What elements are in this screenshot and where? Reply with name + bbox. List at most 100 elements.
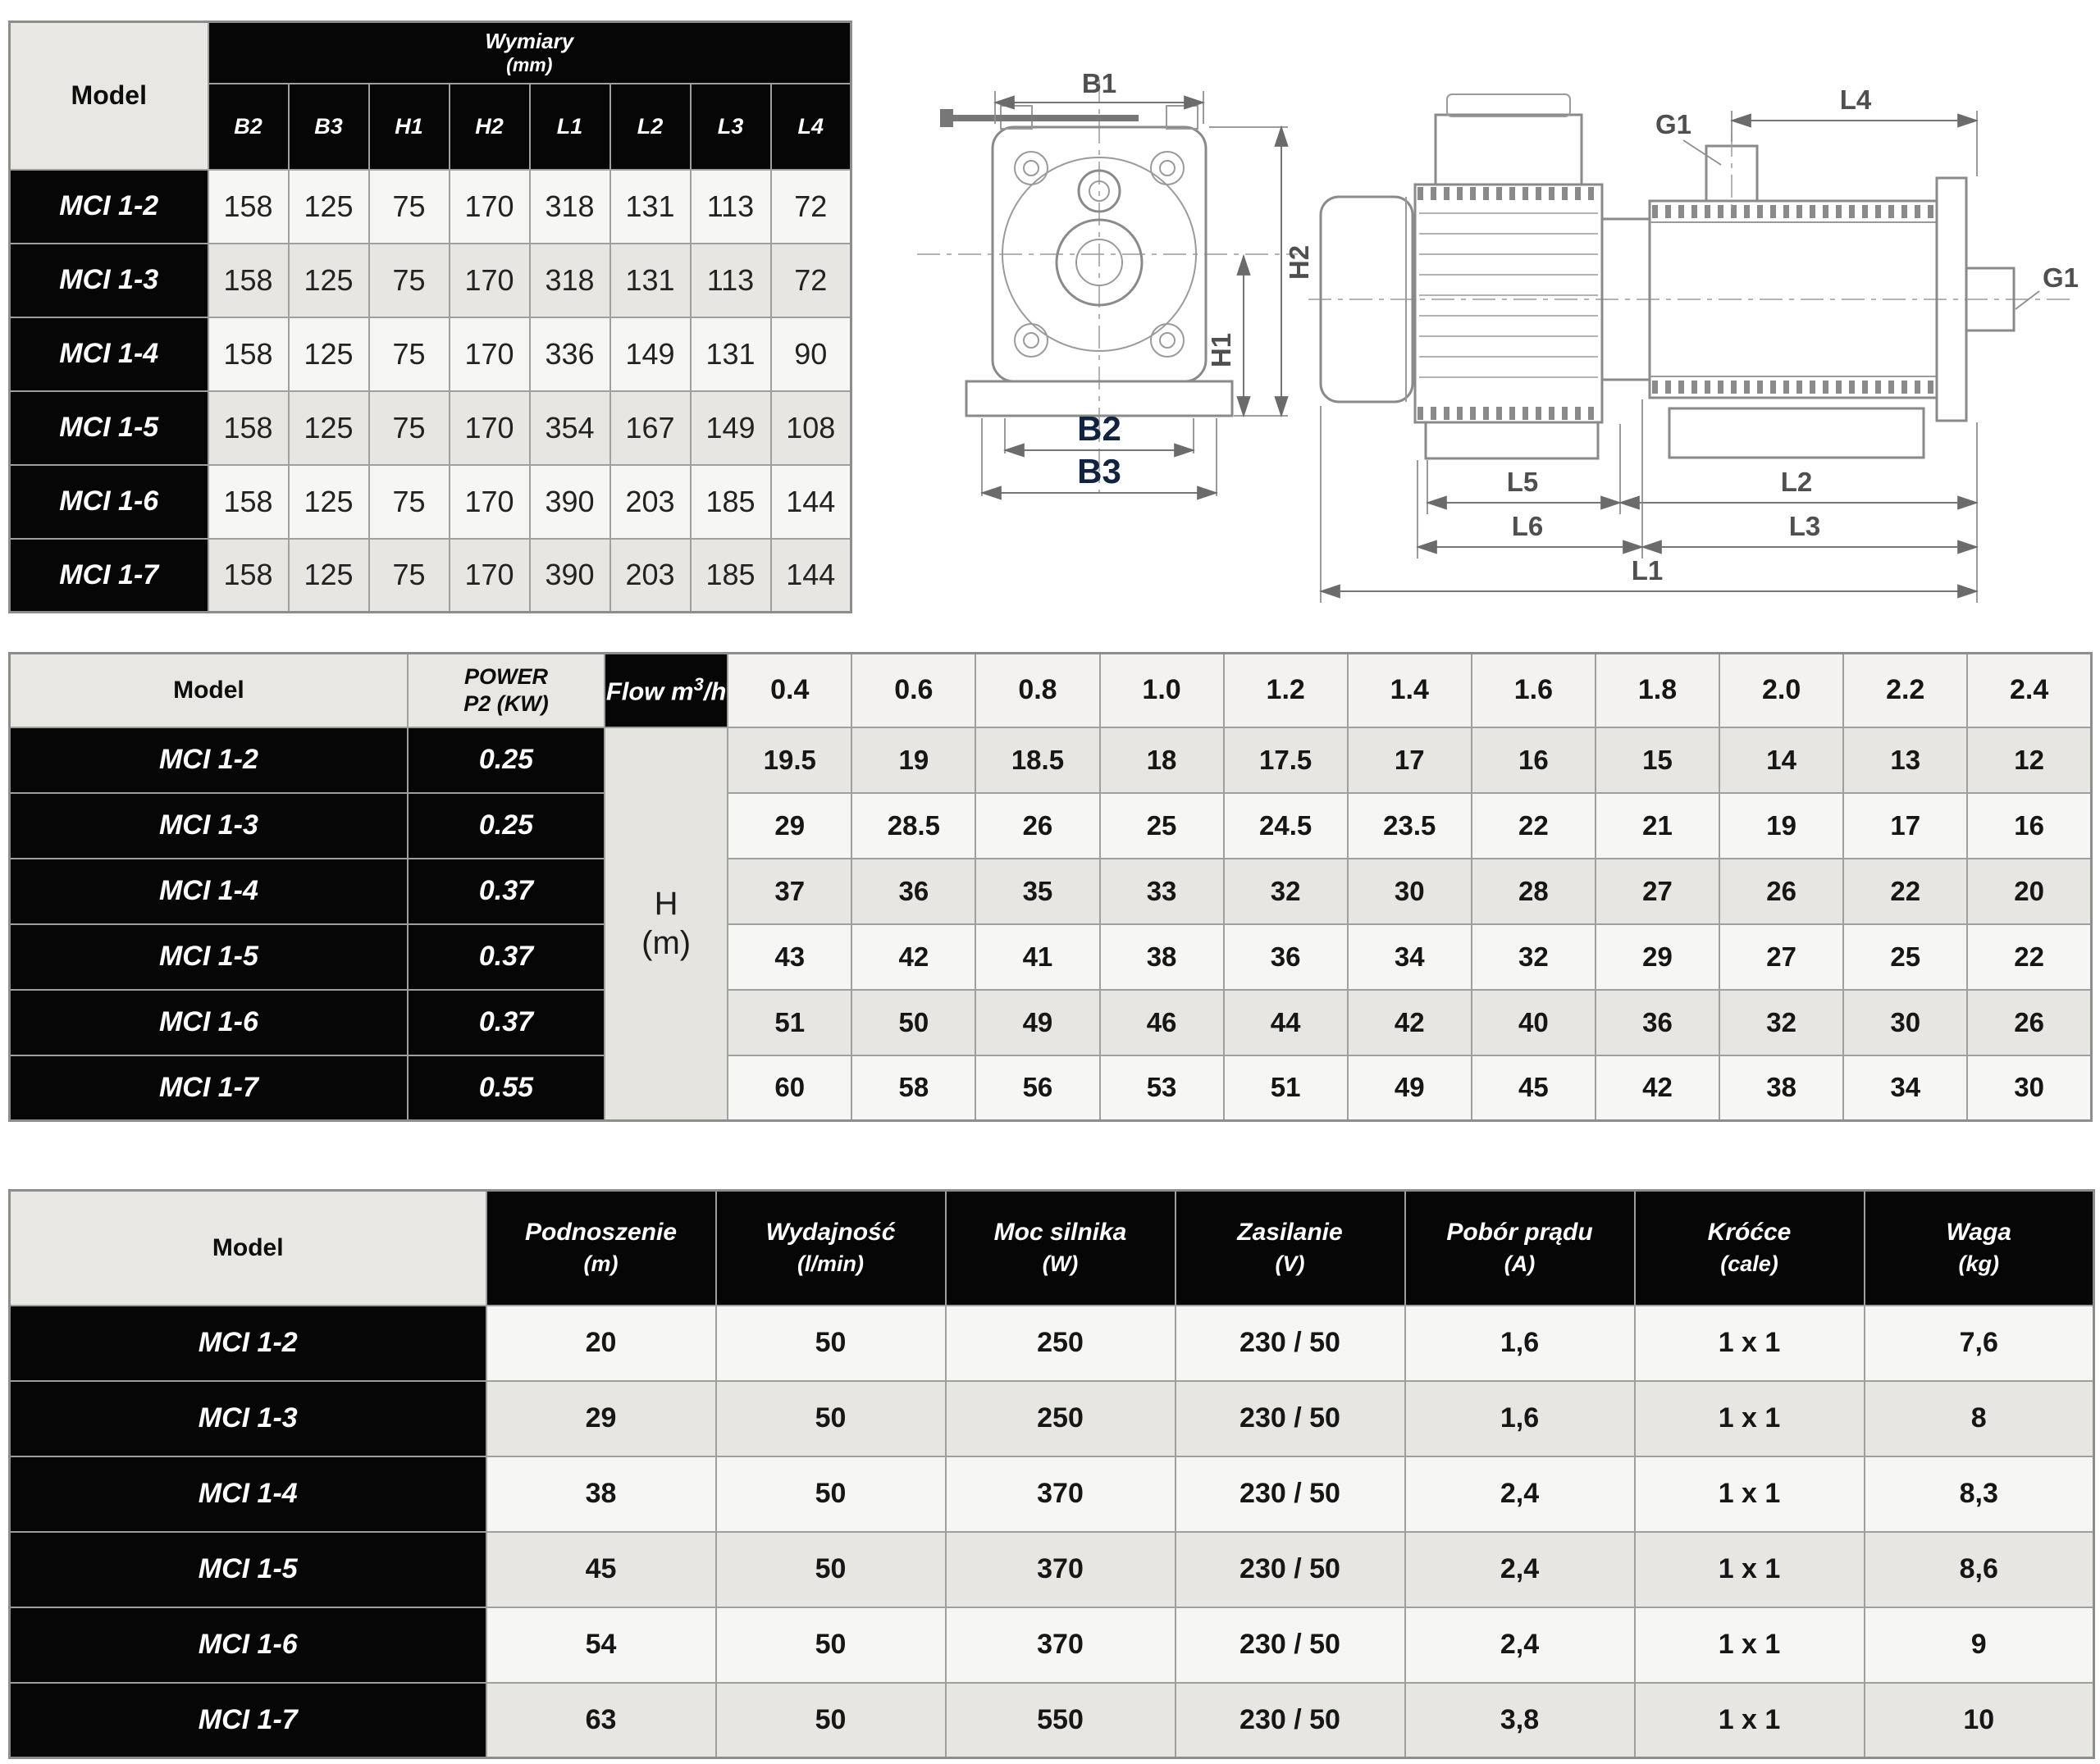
value-cell: 125	[287, 316, 370, 392]
pump-front-view: B1 H2 H1 B2 B3	[917, 68, 1314, 500]
power-cell: 0.37	[406, 988, 606, 1056]
head-value-cell: 13	[1842, 726, 1969, 794]
head-value-cell: 15	[1594, 726, 1721, 794]
value-cell: 170	[448, 537, 531, 613]
head-value-cell: 14	[1719, 726, 1845, 794]
col-header-h1: H1	[368, 82, 450, 171]
head-value-cell: 51	[727, 988, 853, 1056]
dimensions-group-header: Wymiary (mm)	[207, 21, 852, 84]
model-cell: MCI 1-2	[8, 726, 409, 794]
performance-table-body: MCI 1-2 0.25 H (m) 19.5 19 18.5 18 17.5 17 16 15 14 1…	[8, 726, 2093, 1122]
value-cell: 158	[207, 537, 290, 613]
head-value-cell: 25	[1842, 923, 1969, 991]
col-header-podnoszenie: Podnoszenie (m)	[485, 1189, 717, 1306]
col-header-moc-silnika: Moc silnika (W)	[944, 1189, 1176, 1306]
head-value-cell: 28.5	[851, 791, 977, 859]
value-cell: 170	[448, 463, 531, 540]
head-value-cell: 19	[851, 726, 977, 794]
value-cell: 50	[714, 1681, 947, 1759]
value-cell: 75	[368, 390, 450, 466]
power-column-header: POWER P2 (KW)	[406, 652, 606, 728]
value-cell: 45	[485, 1530, 717, 1608]
col-header-zasilanie: Zasilanie (V)	[1174, 1189, 1406, 1306]
flow-value-header: 1.2	[1222, 652, 1349, 728]
head-value-cell: 24.5	[1222, 791, 1349, 859]
head-value-cell: 28	[1470, 857, 1596, 925]
performance-table: Model POWER P2 (KW) Flow m3/h 0.4 0.6 0.…	[8, 652, 2093, 1122]
value-cell: 50	[714, 1379, 947, 1457]
power-cell: 0.37	[406, 923, 606, 991]
dimensions-row: MCI 1-2 158 125 75 170 318 131 113 72	[8, 168, 852, 244]
head-value-cell: 36	[1222, 923, 1349, 991]
head-value-cell: 35	[975, 857, 1101, 925]
value-cell: 158	[207, 463, 290, 540]
dimension-label-l2: L2	[1781, 467, 1813, 497]
value-cell: 10	[1863, 1681, 2095, 1759]
value-cell: 113	[689, 168, 772, 244]
power-cell: 0.25	[406, 726, 606, 794]
head-value-cell: 42	[851, 923, 977, 991]
head-value-cell: 45	[1470, 1054, 1596, 1122]
value-cell: 38	[485, 1455, 717, 1533]
dimensions-row: MCI 1-4 158 125 75 170 336 149 131 90	[8, 316, 852, 392]
model-cell: MCI 1-6	[8, 463, 209, 540]
model-cell: MCI 1-4	[8, 1455, 487, 1533]
group-unit: (mm)	[506, 54, 553, 76]
group-title: Wymiary	[485, 29, 574, 54]
model-column-header: Model	[8, 652, 409, 728]
specs-table-body: MCI 1-2 20 50 250 230 / 50 1,6 1 x 1 7,6 MCI 1-3…	[8, 1304, 2095, 1759]
model-cell: MCI 1-3	[8, 791, 409, 859]
flow-value-header: 0.6	[851, 652, 977, 728]
h-unit-line1: H	[654, 886, 678, 923]
head-value-cell: 34	[1842, 1054, 1969, 1122]
value-cell: 1 x 1	[1633, 1379, 1865, 1457]
dimension-label-l4: L4	[1840, 84, 1872, 115]
head-value-cell: 41	[975, 923, 1101, 991]
dimensions-table: Model Wymiary (mm) B2 B3 H1 H2 L1 L2 L3 …	[8, 21, 853, 613]
value-cell: 149	[689, 390, 772, 466]
head-value-cell: 46	[1098, 988, 1225, 1056]
value-cell: 72	[769, 168, 852, 244]
value-cell: 158	[207, 242, 290, 318]
value-cell: 354	[528, 390, 611, 466]
value-cell: 20	[485, 1304, 717, 1382]
value-cell: 170	[448, 316, 531, 392]
value-cell: 125	[287, 242, 370, 318]
dimension-label-h1: H1	[1206, 333, 1236, 367]
head-value-cell: 38	[1719, 1054, 1845, 1122]
dimensions-row: MCI 1-7 158 125 75 170 390 203 185 144	[8, 537, 852, 613]
value-cell: 2,4	[1404, 1455, 1636, 1533]
head-value-cell: 26	[975, 791, 1101, 859]
value-cell: 158	[207, 168, 290, 244]
head-value-cell: 30	[1842, 988, 1969, 1056]
power-cell: 0.55	[406, 1054, 606, 1122]
value-cell: 1 x 1	[1633, 1681, 1865, 1759]
value-cell: 125	[287, 463, 370, 540]
value-cell: 125	[287, 390, 370, 466]
dimension-label-l3: L3	[1789, 511, 1821, 541]
dimension-label-b2: B2	[1077, 409, 1121, 448]
h-unit-line2: (m)	[641, 925, 692, 962]
specs-row: MCI 1-2 20 50 250 230 / 50 1,6 1 x 1 7,6	[8, 1304, 2095, 1382]
value-cell: 72	[769, 242, 852, 318]
head-value-cell: 23.5	[1346, 791, 1472, 859]
head-unit-cell: H (m)	[604, 726, 729, 1122]
col-header-krocce: Króćce (cale)	[1633, 1189, 1865, 1306]
col-header-waga: Waga (kg)	[1863, 1189, 2095, 1306]
pump-technical-drawing: B1 H2 H1 B2 B3	[917, 68, 2079, 603]
model-column-header: Model	[8, 21, 209, 171]
model-cell: MCI 1-2	[8, 1304, 487, 1382]
value-cell: 8,3	[1863, 1455, 2095, 1533]
flow-value-header: 2.4	[1966, 652, 2093, 728]
head-value-cell: 27	[1719, 923, 1845, 991]
value-cell: 144	[769, 463, 852, 540]
value-cell: 230 / 50	[1174, 1606, 1406, 1684]
value-cell: 1 x 1	[1633, 1530, 1865, 1608]
value-cell: 8	[1863, 1379, 2095, 1457]
dimensions-row: MCI 1-6 158 125 75 170 390 203 185 144	[8, 463, 852, 540]
performance-row: MCI 1-2 0.25 H (m) 19.5 19 18.5 18 17.5 17 16 15 14 1…	[8, 726, 2093, 1122]
value-cell: 170	[448, 390, 531, 466]
value-cell: 203	[609, 463, 692, 540]
head-value-cell: 49	[1346, 1054, 1472, 1122]
